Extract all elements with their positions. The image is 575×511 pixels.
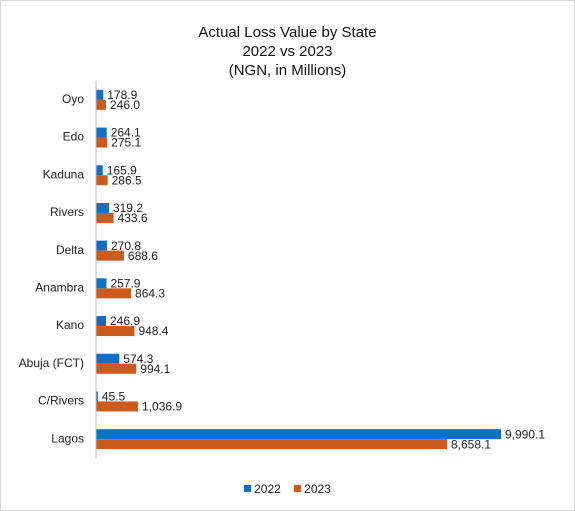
data-label-2023-c-rivers: 1,036.9 (142, 400, 182, 414)
data-label-2022-kano: 246.9 (110, 314, 140, 328)
data-label-2023-lagos: 8,658.1 (451, 437, 491, 451)
category-label-oyo: Oyo (62, 92, 84, 106)
data-label-2022-oyo: 178.9 (107, 88, 137, 102)
chart-legend: 2022 2023 (1, 482, 574, 496)
category-label-rivers: Rivers (50, 205, 84, 219)
data-label-2022-lagos: 9,990.1 (505, 427, 545, 441)
bar-2023-abuja-fct (96, 363, 137, 374)
data-label-2022-rivers: 319.2 (113, 201, 143, 215)
legend-swatch-2023 (294, 485, 302, 492)
data-label-2022-edo: 264.1 (111, 126, 141, 140)
chart-title-line-3: (NGN, in Millions) (228, 62, 347, 79)
bar-2023-rivers (96, 212, 114, 223)
bar-2023-kano (96, 326, 135, 337)
data-label-2022-delta: 270.8 (111, 239, 141, 253)
bar-2022-rivers (96, 202, 109, 213)
bar-2022-lagos (96, 429, 501, 440)
bar-2023-lagos (96, 439, 448, 450)
bar-2023-oyo (96, 99, 106, 110)
data-label-2022-anambra: 257.9 (110, 277, 140, 291)
data-label-2023-edo: 275.1 (111, 136, 141, 150)
chart-title-line-2: 2022 vs 2023 (242, 43, 333, 60)
category-label-abuja-fct: Abuja (FCT) (19, 356, 84, 370)
legend-item-2022: 2022 (244, 482, 281, 496)
bar-2023-edo (96, 137, 108, 148)
bar-2022-c-rivers (96, 391, 98, 402)
legend-label-2023: 2023 (304, 482, 331, 496)
category-label-lagos: Lagos (51, 431, 84, 445)
bar-2023-delta (96, 250, 124, 261)
bar-2023-kaduna (96, 175, 108, 186)
data-label-2023-oyo: 246.0 (110, 98, 140, 112)
data-label-2023-rivers: 433.6 (118, 211, 148, 225)
bar-2022-kaduna (96, 165, 103, 176)
data-label-2023-kaduna: 286.5 (112, 173, 142, 187)
data-label-2022-kaduna: 165.9 (107, 163, 137, 177)
data-label-2023-delta: 688.6 (128, 249, 158, 263)
data-label-2023-abuja-fct: 994.1 (140, 362, 170, 376)
data-label-2023-anambra: 864.3 (135, 287, 165, 301)
legend-swatch-2022 (244, 485, 252, 492)
category-label-kaduna: Kaduna (43, 167, 85, 181)
data-label-2023-kano: 948.4 (138, 324, 168, 338)
bar-2022-delta (96, 240, 107, 251)
bar-2022-abuja-fct (96, 353, 120, 364)
category-label-kano: Kano (56, 318, 84, 332)
bar-2022-oyo (96, 89, 104, 100)
legend-item-2023: 2023 (294, 482, 331, 496)
category-label-c-rivers: C/Rivers (38, 394, 84, 408)
data-label-2022-c-rivers: 45.5 (102, 390, 126, 404)
category-label-delta: Delta (56, 243, 84, 257)
bar-2023-anambra (96, 288, 132, 299)
category-label-anambra: Anambra (35, 281, 84, 295)
bar-2022-anambra (96, 278, 107, 289)
bar-2023-c-rivers (96, 401, 139, 412)
bar-2022-edo (96, 127, 107, 138)
bar-2022-kano (96, 316, 107, 327)
chart-title-line-1: Actual Loss Value by State (198, 24, 377, 41)
chart-title: Actual Loss Value by State 2022 vs 2023 … (1, 23, 574, 80)
category-label-edo: Edo (63, 130, 85, 144)
legend-label-2022: 2022 (254, 482, 281, 496)
data-label-2022-abuja-fct: 574.3 (123, 352, 153, 366)
